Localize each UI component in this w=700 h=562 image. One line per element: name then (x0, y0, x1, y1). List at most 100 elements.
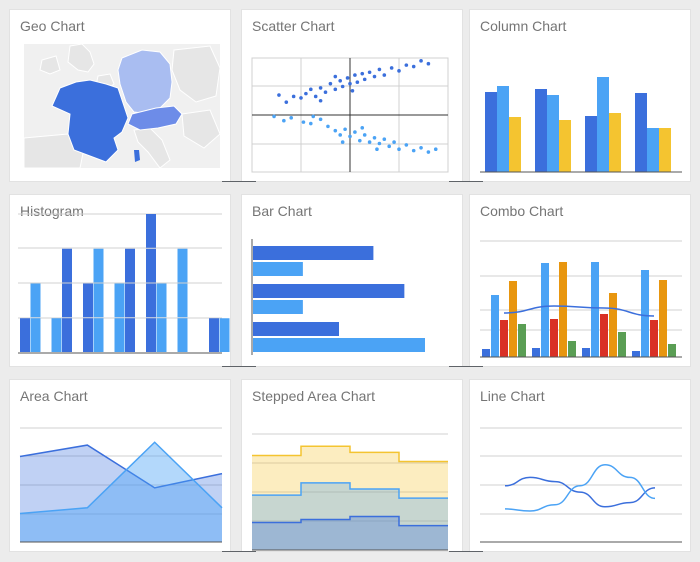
column-chart-card[interactable]: Column Chart (469, 9, 691, 182)
card-title: Stepped Area Chart (252, 388, 375, 404)
combo-bar (532, 348, 540, 357)
line-series (504, 476, 656, 508)
histogram-block (125, 248, 135, 283)
card-title: Line Chart (480, 388, 545, 404)
card-title: Bar Chart (252, 203, 312, 219)
bar-chart-card[interactable]: Bar Chart (241, 194, 463, 367)
scatter-point (353, 73, 357, 77)
divider-line (449, 181, 483, 182)
area-line (19, 444, 223, 489)
scatter-point (419, 145, 423, 150)
combo-bar (559, 262, 567, 357)
histogram-block (114, 283, 125, 318)
histogram-block (93, 283, 104, 318)
combo-chart-card[interactable]: Combo Chart (469, 194, 691, 367)
histogram-block (30, 283, 41, 318)
histogram-card[interactable]: Histogram (9, 194, 231, 367)
combo-chart (480, 240, 682, 358)
scatter-point (340, 140, 345, 144)
combo-bar (491, 295, 499, 357)
line-series (504, 464, 656, 512)
histogram-block (209, 318, 219, 352)
map-region-austria (127, 105, 183, 131)
scatter-point (404, 63, 409, 67)
scatter-point (299, 96, 303, 100)
histogram-block (83, 318, 93, 352)
scatter-point (318, 98, 323, 103)
horizontal-bar (253, 300, 303, 314)
geo-chart (23, 43, 221, 169)
map-region-poland (171, 45, 221, 103)
map-region-ireland (39, 55, 61, 75)
area-chart (19, 427, 223, 543)
horizontal-bar (253, 284, 405, 298)
combo-bar (568, 341, 576, 357)
scatter-point (397, 69, 401, 73)
scatter-point (392, 140, 396, 144)
combo-bar (650, 320, 658, 357)
histogram-block (62, 248, 72, 283)
scatter-point (333, 128, 338, 133)
histogram-block (156, 283, 167, 318)
stepped-area-line (252, 445, 448, 463)
histogram-chart (18, 213, 230, 354)
histogram-block (146, 248, 156, 283)
scatter-point (377, 141, 382, 146)
scatter-point (284, 100, 289, 104)
column-bar (635, 93, 647, 172)
combo-line (503, 305, 655, 317)
scatter-point (387, 144, 391, 149)
stepped-area-chart-card[interactable]: Stepped Area Chart (241, 379, 463, 552)
combo-bar (500, 320, 508, 357)
map-region-iberia (23, 133, 85, 169)
line-chart-card[interactable]: Line Chart (469, 379, 691, 552)
scatter-point (367, 140, 372, 144)
scatter-point (318, 86, 323, 90)
area-chart-card[interactable]: Area Chart (9, 379, 231, 552)
scatter-chart (251, 57, 449, 173)
area-fill (20, 442, 222, 542)
histogram-block (177, 283, 188, 318)
combo-bar (582, 348, 590, 357)
histogram-block (125, 283, 135, 318)
card-title: Area Chart (20, 388, 88, 404)
bar-chart (251, 239, 425, 355)
scatter-point (313, 94, 318, 99)
histogram-block (125, 318, 135, 352)
scatter-point (397, 147, 401, 151)
divider-line (222, 181, 256, 182)
geo-chart-card[interactable]: Geo Chart (9, 9, 231, 182)
column-bar (485, 92, 497, 172)
scatter-point (433, 147, 438, 151)
map-region-corsica (134, 150, 140, 162)
histogram-block (177, 318, 188, 352)
scatter-point (355, 80, 360, 85)
scatter-point (277, 93, 281, 97)
combo-bar (600, 314, 608, 357)
scatter-point (353, 130, 357, 134)
scatter-point (375, 147, 379, 151)
scatter-point (318, 117, 323, 122)
divider-line (449, 366, 483, 367)
scatter-point (326, 124, 330, 129)
scatter-point (362, 133, 367, 137)
combo-bar (509, 281, 517, 357)
histogram-block (62, 318, 72, 352)
histogram-block (30, 318, 41, 352)
scatter-point (282, 118, 286, 123)
histogram-block (62, 283, 72, 318)
scatter-point (291, 94, 296, 99)
combo-bar (482, 349, 490, 357)
scatter-point (382, 137, 387, 142)
scatter-point (272, 114, 276, 119)
column-bar (547, 95, 559, 172)
scatter-point (426, 61, 431, 66)
histogram-block (156, 318, 167, 352)
scatter-point (323, 90, 328, 94)
scatter-point (360, 71, 365, 76)
histogram-block (146, 283, 156, 318)
scatter-chart-card[interactable]: Scatter Chart (241, 9, 463, 182)
area-line (19, 441, 223, 515)
combo-bar (609, 293, 617, 357)
scatter-point (289, 116, 293, 120)
